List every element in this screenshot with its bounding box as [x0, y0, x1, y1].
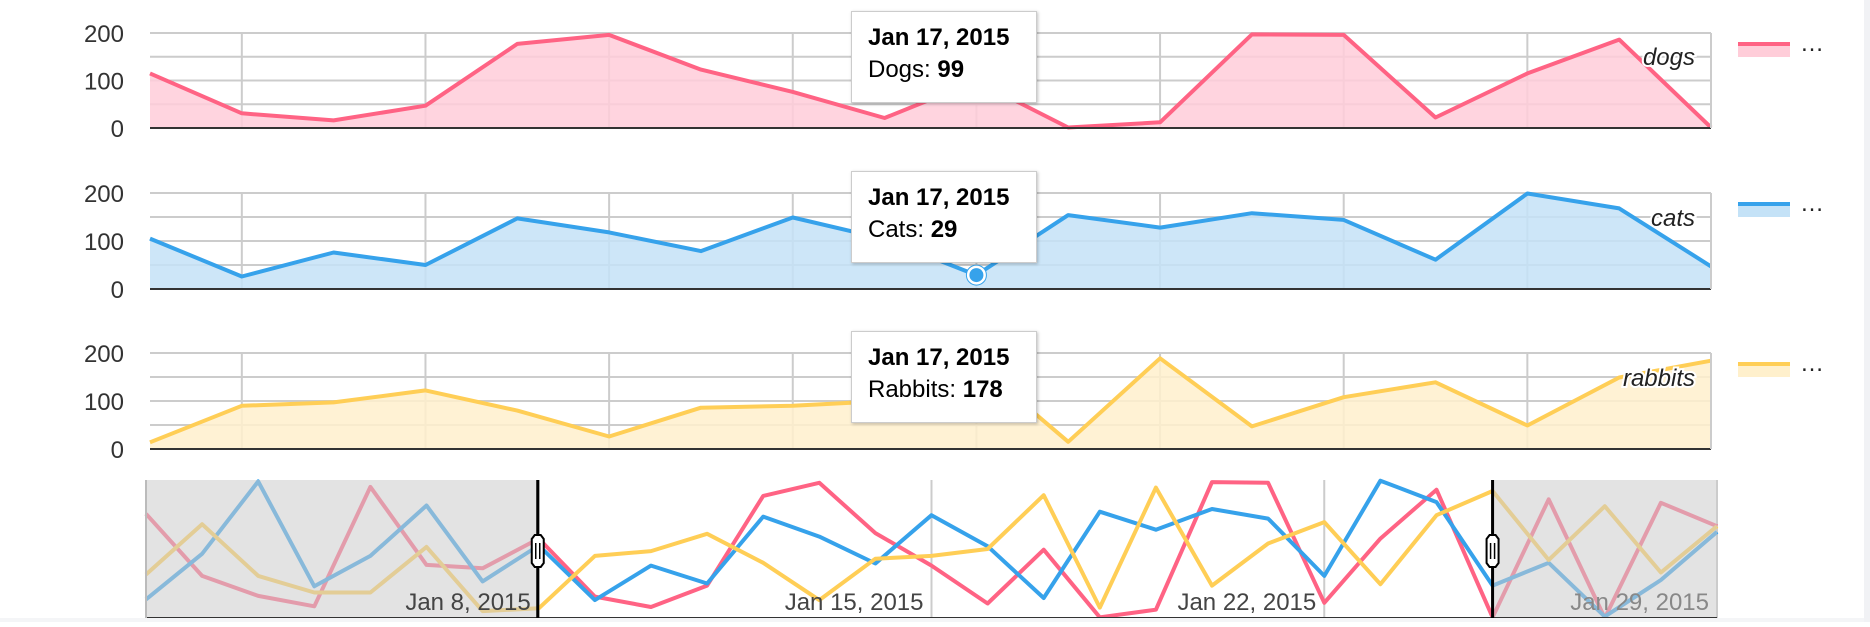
y-tick-label: 100 [84, 389, 124, 416]
y-tick-label: 200 [84, 341, 124, 368]
tooltip-label: Cats: [868, 216, 931, 243]
tooltip-date: Jan 17, 2015 [868, 24, 1010, 51]
tooltip-value: 99 [937, 56, 965, 83]
grip-icon [530, 534, 545, 568]
range-x-tick-label: Jan 8, 2015 [405, 589, 530, 616]
legend-item-dogs[interactable]: … [1738, 30, 1848, 62]
legend-ellipsis: … [1800, 30, 1826, 57]
legend-ellipsis: … [1800, 350, 1826, 377]
range-mask-left [146, 480, 539, 618]
y-tick-label: 200 [84, 21, 124, 48]
y-tick-label: 100 [84, 69, 124, 96]
legend-item-rabbits[interactable]: … [1738, 350, 1848, 382]
y-tick-label: 0 [111, 437, 124, 464]
tooltip-date: Jan 17, 2015 [868, 184, 1010, 211]
tooltip-rabbits: Jan 17, 2015 Rabbits: 178 [851, 331, 1037, 423]
y-tick-label: 200 [84, 181, 124, 208]
range-x-tick-label: Jan 22, 2015 [1177, 589, 1316, 616]
tooltip-label: Dogs: [868, 56, 938, 83]
series-label-dogs: dogs [1643, 44, 1695, 71]
tooltip-label: Rabbits: [868, 376, 963, 403]
y-tick-label: 0 [111, 277, 124, 304]
series-label-cats: cats [1651, 205, 1695, 232]
cats-area [150, 193, 1711, 289]
range-handle-right[interactable] [1485, 480, 1500, 618]
chart-panel-dogs[interactable]: 0 100 200 dogs [84, 21, 1713, 143]
range-selector[interactable]: Jan 8, 2015 Jan 15, 2015 Jan 22, 2015 Jan 2… [144, 478, 1719, 620]
series-label-rabbits: rabbits [1623, 365, 1695, 392]
range-x-tick-label: Jan 15, 2015 [785, 589, 924, 616]
grip-icon [1485, 534, 1500, 568]
tooltip-value: 178 [962, 376, 1003, 403]
legend-swatch-cats [1738, 202, 1790, 217]
legend-swatch-rabbits [1738, 362, 1790, 377]
legend-ellipsis: … [1800, 190, 1826, 217]
vertical-scrollbar-track[interactable] [1864, 0, 1870, 622]
tooltip-date: Jan 17, 2015 [868, 344, 1010, 371]
y-tick-label: 0 [111, 116, 124, 143]
tooltip-dogs: Jan 17, 2015 Dogs: 99 [851, 11, 1037, 103]
focused-point[interactable] [969, 268, 984, 283]
range-x-tick-label: Jan 29, 2015 [1570, 589, 1709, 616]
legend-swatch-dogs [1738, 42, 1790, 57]
dogs-area [150, 34, 1711, 128]
horizontal-scrollbar-track[interactable] [0, 618, 1864, 622]
tooltip-value: 29 [930, 216, 958, 243]
legend-item-cats[interactable]: … [1738, 190, 1848, 222]
y-tick-label: 100 [84, 229, 124, 256]
range-mask-right [1492, 480, 1717, 618]
range-handle-left[interactable] [530, 480, 545, 618]
tooltip-cats: Jan 17, 2015 Cats: 29 [851, 171, 1037, 263]
